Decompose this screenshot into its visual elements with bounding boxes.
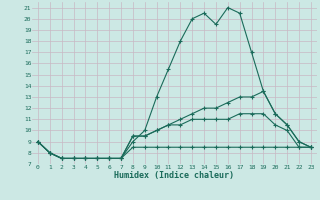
X-axis label: Humidex (Indice chaleur): Humidex (Indice chaleur) [115,171,234,180]
